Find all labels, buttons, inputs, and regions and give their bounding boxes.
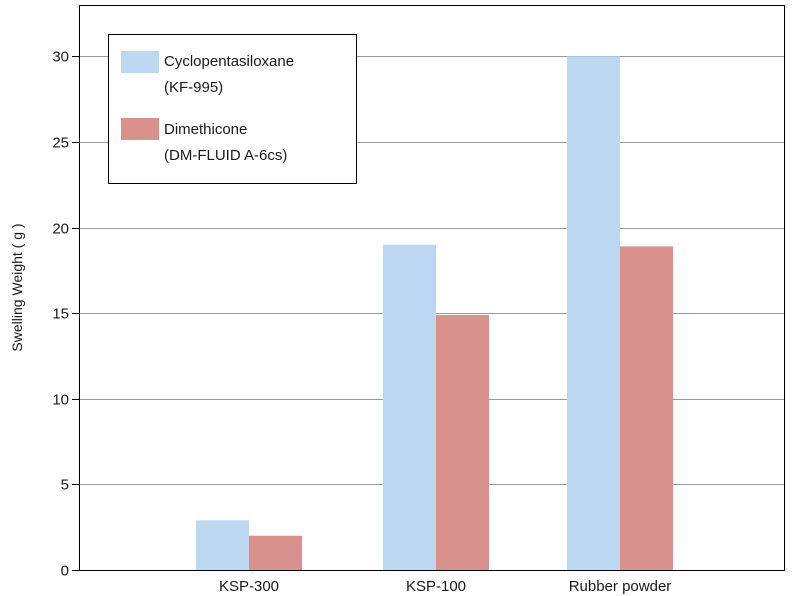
legend-swatch bbox=[121, 118, 159, 140]
bar-dimethicone-rubber-powder bbox=[620, 246, 673, 570]
bar-dimethicone-ksp-300 bbox=[249, 535, 302, 570]
y-tick-label: 30 bbox=[52, 49, 69, 66]
legend-label: (KF-995) bbox=[164, 79, 223, 96]
x-axis-ticks: KSP-300 KSP-100 Rubber powder bbox=[219, 578, 671, 595]
x-tick-label: KSP-100 bbox=[406, 578, 466, 595]
legend-swatch bbox=[121, 51, 159, 73]
legend: Cyclopentasiloxane (KF-995) Dimethicone (DM… bbox=[108, 34, 357, 184]
bar-cyclopentasiloxane-ksp-300 bbox=[196, 520, 249, 570]
y-tick-label: 10 bbox=[52, 392, 69, 409]
y-tick-label: 0 bbox=[61, 563, 69, 580]
legend-label: (DM-FLUID A-6cs) bbox=[164, 147, 287, 164]
y-axis-title: Swelling Weight ( g ) bbox=[9, 223, 25, 351]
legend-label: Dimethicone bbox=[164, 121, 247, 138]
x-tick-label: KSP-300 bbox=[219, 578, 279, 595]
y-axis-ticks: 0 5 10 15 20 25 30 bbox=[52, 49, 79, 580]
bars bbox=[196, 56, 673, 571]
y-tick-label: 25 bbox=[52, 135, 69, 152]
x-tick-label: Rubber powder bbox=[569, 578, 672, 595]
bar-dimethicone-ksp-100 bbox=[436, 314, 489, 570]
y-tick-label: 5 bbox=[61, 477, 69, 494]
bar-cyclopentasiloxane-ksp-100 bbox=[383, 244, 436, 571]
plot-area-frame bbox=[79, 5, 785, 571]
bar-cyclopentasiloxane-rubber-powder bbox=[567, 56, 620, 570]
y-tick-label: 20 bbox=[52, 221, 69, 238]
legend-label: Cyclopentasiloxane bbox=[164, 53, 294, 70]
y-tick-label: 15 bbox=[52, 306, 69, 323]
